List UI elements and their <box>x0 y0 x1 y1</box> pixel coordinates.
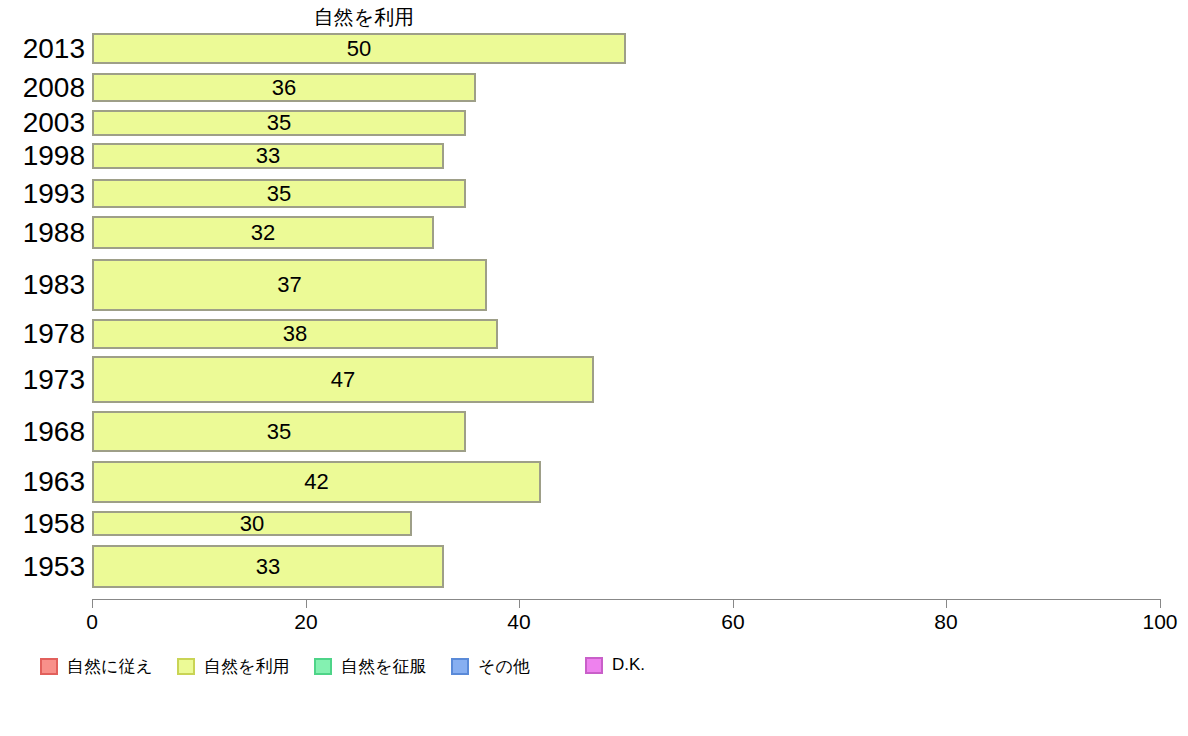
category-label-1983: 1983 <box>0 259 85 311</box>
bar-1958: 30 <box>92 511 412 536</box>
bar-1953: 33 <box>92 545 444 588</box>
legend-item-label: D.K. <box>612 655 645 675</box>
x-axis-tick <box>519 599 520 608</box>
bar-1968: 35 <box>92 411 466 452</box>
legend-swatch-icon <box>314 658 332 675</box>
x-axis-line <box>92 599 1160 600</box>
category-label-1973: 1973 <box>0 356 85 403</box>
bar-1998: 33 <box>92 143 444 169</box>
x-axis-tick <box>92 599 93 608</box>
x-axis-tick-label: 40 <box>489 610 549 634</box>
bar-value-label: 47 <box>331 367 355 393</box>
legend-swatch-icon <box>40 658 58 675</box>
legend-swatch-icon <box>177 658 195 675</box>
bar-value-label: 30 <box>240 511 264 537</box>
bar-1978: 38 <box>92 319 498 349</box>
legend-item-1[interactable]: 自然に従え <box>40 655 153 678</box>
legend-item-3[interactable]: 自然を征服 <box>314 655 426 678</box>
category-label-1993: 1993 <box>0 179 85 208</box>
x-axis-tick-label: 100 <box>1130 610 1188 634</box>
bar-2003: 35 <box>92 110 466 136</box>
x-axis-tick <box>733 599 734 608</box>
legend-item-4[interactable]: その他 <box>451 655 530 678</box>
bar-chart: 自然を利用 2013 50 2008 36 2003 35 1998 33 1993 35 1988… <box>0 0 1188 736</box>
bar-value-label: 38 <box>283 321 307 347</box>
category-label-1998: 1998 <box>0 143 85 169</box>
bar-1973: 47 <box>92 356 594 403</box>
legend-swatch-icon <box>585 657 603 674</box>
category-label-1958: 1958 <box>0 511 85 536</box>
bar-1993: 35 <box>92 179 466 208</box>
category-label-2013: 2013 <box>0 33 85 64</box>
bar-1963: 42 <box>92 461 541 503</box>
category-label-1978: 1978 <box>0 319 85 349</box>
bar-value-label: 35 <box>267 181 291 207</box>
category-label-2008: 2008 <box>0 73 85 102</box>
x-axis-tick-label: 60 <box>703 610 763 634</box>
x-axis-tick <box>306 599 307 608</box>
legend-item-label: 自然に従え <box>67 655 153 678</box>
chart-title: 自然を利用 <box>0 4 728 31</box>
legend-item-2[interactable]: 自然を利用 <box>177 655 289 678</box>
x-axis-tick-label: 80 <box>916 610 976 634</box>
bar-value-label: 33 <box>256 143 280 169</box>
bar-value-label: 42 <box>304 469 328 495</box>
x-axis-tick <box>1160 599 1161 608</box>
x-axis-tick <box>946 599 947 608</box>
bar-value-label: 36 <box>272 75 296 101</box>
x-axis-tick-label: 20 <box>276 610 336 634</box>
legend-item-label: 自然を利用 <box>204 655 289 678</box>
bar-value-label: 37 <box>277 272 301 298</box>
category-label-2003: 2003 <box>0 110 85 136</box>
bar-value-label: 35 <box>267 419 291 445</box>
category-label-1968: 1968 <box>0 411 85 452</box>
bar-1988: 32 <box>92 216 434 249</box>
legend-item-label: その他 <box>478 655 530 678</box>
legend-item-label: 自然を征服 <box>341 655 426 678</box>
bar-2008: 36 <box>92 73 476 102</box>
category-label-1988: 1988 <box>0 216 85 249</box>
bar-value-label: 35 <box>267 110 291 136</box>
x-axis-tick-label: 0 <box>62 610 122 634</box>
bar-value-label: 50 <box>347 36 371 62</box>
bar-value-label: 32 <box>251 220 275 246</box>
legend-swatch-icon <box>451 658 469 675</box>
bar-2013: 50 <box>92 33 626 64</box>
bar-value-label: 33 <box>256 554 280 580</box>
category-label-1953: 1953 <box>0 545 85 588</box>
category-label-1963: 1963 <box>0 461 85 503</box>
bar-1983: 37 <box>92 259 487 311</box>
legend-item-5[interactable]: D.K. <box>585 655 645 675</box>
